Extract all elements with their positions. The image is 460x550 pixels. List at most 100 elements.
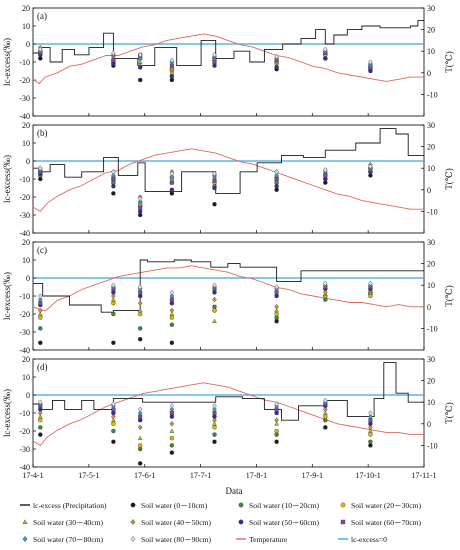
legend-swatch xyxy=(22,519,28,524)
legend-item: Soil water (50－60cm) xyxy=(238,518,319,527)
soil-water-marker xyxy=(169,170,175,177)
soil-water-marker xyxy=(38,315,43,320)
legend-swatch xyxy=(340,519,346,525)
soil-water-marker xyxy=(169,174,175,180)
left-tick-label: -10 xyxy=(19,292,30,301)
soil-water-marker xyxy=(169,403,175,409)
soil-water-marker xyxy=(323,56,328,61)
soil-water-marker xyxy=(169,293,175,299)
left-tick-label: -30 xyxy=(19,94,30,103)
legend-label: Soil water (70－80cm) xyxy=(33,535,103,544)
plot-frame xyxy=(32,241,425,351)
left-tick-label: 0 xyxy=(26,274,30,283)
legend-item: Soil water (60－70cm) xyxy=(340,518,421,527)
soil-water-marker xyxy=(274,293,279,299)
soil-water-marker xyxy=(38,176,43,182)
soil-water-marker xyxy=(137,293,143,299)
soil-water-marker xyxy=(368,163,373,170)
left-tick-label: -40 xyxy=(19,112,30,121)
soil-water-marker xyxy=(169,421,175,427)
x-tick-label: 17-6-1 xyxy=(134,471,155,480)
left-tick-label: 0 xyxy=(26,391,30,400)
soil-water-marker xyxy=(111,428,116,434)
left-tick-label: 20 xyxy=(22,355,30,364)
legend-label: lc-excess=0 xyxy=(351,535,387,544)
legend-label: Soil water (60－70cm) xyxy=(351,518,421,527)
soil-water-marker xyxy=(38,418,43,423)
right-axis-label: T(℃) xyxy=(444,168,454,190)
right-axis-label: T(℃) xyxy=(444,285,454,307)
soil-water-marker xyxy=(111,401,116,407)
soil-water-marker xyxy=(212,201,217,207)
soil-water-marker xyxy=(111,297,116,302)
panel-label: (c) xyxy=(37,245,47,255)
panel-label: (d) xyxy=(37,362,48,372)
legend-label: Temperature xyxy=(249,535,288,544)
soil-water-marker xyxy=(38,407,43,412)
legend-swatch xyxy=(340,502,346,508)
soil-water-marker xyxy=(137,284,143,290)
soil-water-marker xyxy=(274,284,279,290)
soil-water-marker xyxy=(274,428,279,434)
soil-water-marker xyxy=(38,165,43,171)
right-tick-label: 30 xyxy=(427,4,435,13)
x-tick-label: 17-9-1 xyxy=(302,471,323,480)
soil-water-marker xyxy=(323,180,328,185)
left-tick-label: -20 xyxy=(19,193,30,202)
right-tick-label: 30 xyxy=(427,238,435,247)
x-tick-label: 17-11-1 xyxy=(411,471,436,480)
left-tick-label: -10 xyxy=(19,409,30,418)
left-tick-label: 10 xyxy=(22,256,30,265)
soil-water-marker xyxy=(137,65,143,70)
soil-water-marker xyxy=(137,199,143,206)
soil-water-marker xyxy=(111,439,116,444)
right-tick-label: 20 xyxy=(427,377,435,386)
soil-water-marker xyxy=(169,307,175,314)
left-tick-label: 20 xyxy=(22,238,30,247)
soil-water-marker xyxy=(323,289,328,296)
legend-item: Temperature xyxy=(236,535,288,544)
legend-label: Soil water (40－50cm) xyxy=(141,518,211,527)
right-tick-label: 0 xyxy=(427,303,431,312)
soil-water-marker xyxy=(368,280,373,287)
soil-water-marker xyxy=(274,304,279,310)
legend-item: Soil water (40－50cm) xyxy=(130,518,211,527)
soil-water-marker xyxy=(212,425,217,430)
x-axis-label: Data xyxy=(226,486,243,496)
soil-water-marker xyxy=(169,428,175,433)
soil-water-marker xyxy=(212,318,217,323)
soil-water-marker xyxy=(111,417,116,422)
soil-water-marker xyxy=(169,322,175,327)
soil-water-markers xyxy=(37,280,373,345)
legend-swatch xyxy=(130,519,136,525)
soil-water-marker xyxy=(38,293,43,299)
x-tick-label: 17-10-1 xyxy=(355,471,380,480)
soil-water-marker xyxy=(111,293,116,299)
right-tick-label: 0 xyxy=(427,420,431,429)
soil-water-marker xyxy=(169,436,175,441)
soil-water-marker xyxy=(111,50,116,56)
left-axis-label: lc-excess(‰) xyxy=(2,389,12,437)
legend-item: Soil water (30－40cm) xyxy=(22,518,103,527)
x-axis: Data 17-4-1 17-5-1 17-6-1 17-7-1 17-8-1 17-9-… xyxy=(22,471,436,496)
soil-water-marker xyxy=(212,417,217,423)
soil-water-marker xyxy=(274,421,279,426)
temperature-line xyxy=(32,33,424,85)
right-axis-label: T(℃) xyxy=(444,51,454,73)
soil-water-marker xyxy=(368,410,373,416)
legend-item: Soil water (10－20cm) xyxy=(238,501,319,510)
soil-water-marker xyxy=(111,172,116,179)
panel-d: -40 -30 -20 -10 0 10 20 -10 0 10 20 30 lc-excess(‰) T… xyxy=(2,355,454,472)
right-tick-label: 30 xyxy=(427,121,435,130)
soil-water-marker xyxy=(274,172,279,179)
soil-water-marker xyxy=(137,424,143,431)
soil-water-marker xyxy=(322,410,328,415)
soil-water-marker xyxy=(169,443,175,448)
soil-water-marker xyxy=(111,301,116,306)
soil-water-marker xyxy=(169,340,175,345)
soil-water-marker xyxy=(111,282,116,288)
legend-item: Soil water (70－80cm) xyxy=(22,535,103,544)
legend-label: Soil water (80－90cm) xyxy=(141,535,211,544)
soil-water-marker xyxy=(274,307,279,313)
temperature-line xyxy=(32,382,424,446)
